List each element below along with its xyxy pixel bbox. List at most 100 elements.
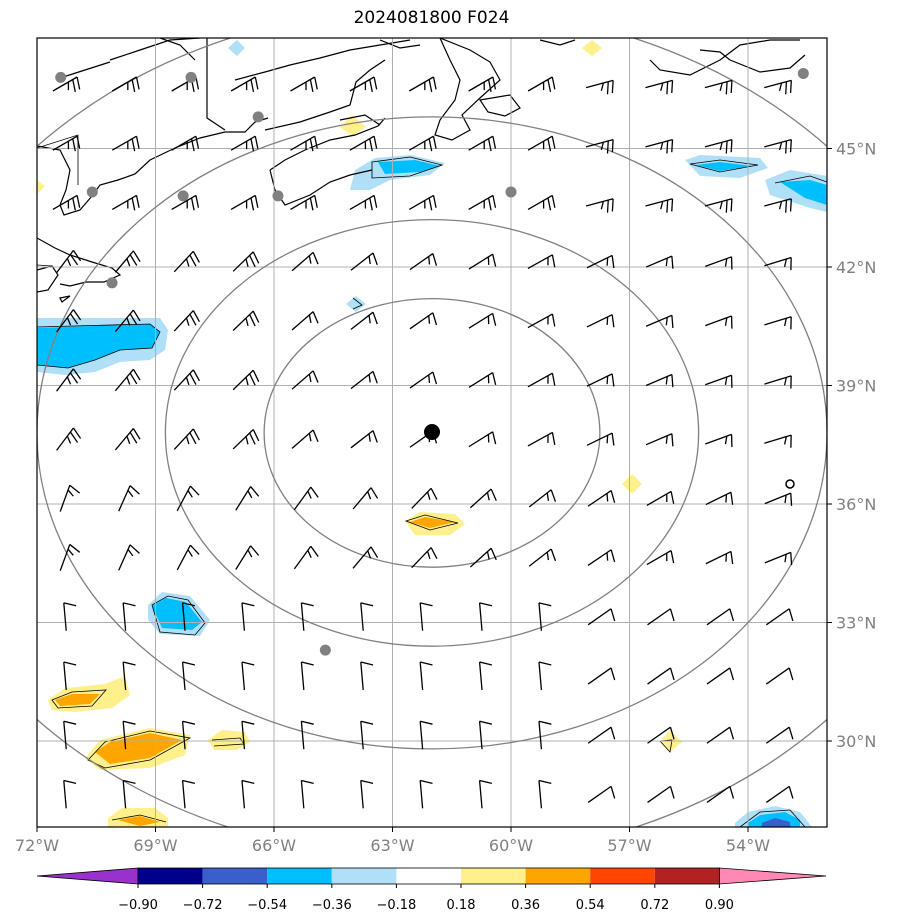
wind-barb — [478, 602, 493, 631]
wind-barb — [241, 720, 255, 750]
range-ring — [37, 38, 827, 827]
wind-barb — [704, 198, 733, 213]
wind-barb — [171, 135, 200, 152]
wind-barb — [230, 194, 259, 211]
wind-barb — [349, 76, 378, 93]
wind-barb — [646, 550, 675, 566]
contour-pos-small-36n — [622, 474, 642, 494]
lat-tick-label: 30°N — [836, 732, 876, 751]
wind-barb — [586, 373, 615, 387]
wind-barb — [645, 198, 674, 213]
wind-barb — [647, 667, 675, 685]
lat-tick-label: 36°N — [836, 495, 876, 514]
wind-barb — [111, 76, 140, 93]
station-marker — [185, 71, 197, 83]
wind-barb — [181, 720, 196, 750]
wind-barb — [114, 368, 141, 392]
wind-barb — [478, 720, 493, 750]
wind-barb — [419, 602, 433, 631]
wind-barb — [56, 250, 82, 274]
wind-barb — [764, 375, 792, 389]
wind-barb — [181, 661, 196, 691]
wind-barb — [587, 785, 616, 803]
wind-barb — [408, 135, 437, 152]
wind-barb — [291, 429, 319, 449]
colorbar-extend-low — [36, 867, 139, 885]
wind-barb — [300, 779, 314, 809]
range-ring — [263, 297, 601, 568]
contour-pos-small-ns — [340, 115, 366, 136]
wind-barb — [527, 76, 556, 93]
shaded-contours — [37, 40, 827, 827]
wind-barb — [411, 487, 438, 509]
wind-barb — [52, 194, 81, 211]
wind-barb — [63, 602, 77, 631]
wind-barb — [705, 315, 733, 329]
wind-barb — [469, 488, 497, 509]
wind-barb — [293, 486, 319, 511]
wind-barb — [468, 253, 497, 270]
wind-barb — [293, 545, 319, 570]
wind-barb — [645, 79, 674, 95]
colorbar-tick-label: −0.72 — [183, 898, 223, 913]
lat-tick-label: 42°N — [836, 258, 876, 277]
wind-barb — [409, 312, 438, 330]
wind-barb — [764, 316, 792, 330]
borders — [37, 134, 79, 267]
wind-barb — [171, 76, 200, 93]
contour-pos-30n-b — [208, 730, 250, 750]
wind-barb — [232, 369, 260, 391]
station-marker — [55, 71, 67, 83]
wind-barb — [349, 194, 378, 211]
wind-barb — [173, 428, 200, 450]
wind-barb — [469, 547, 497, 568]
wind-barb — [764, 551, 793, 566]
wind-barb — [478, 779, 493, 809]
wind-barb — [528, 489, 557, 508]
wind-barb — [181, 602, 196, 631]
wind-barb — [241, 661, 255, 691]
wind-barb — [360, 661, 374, 691]
wind-barb — [527, 313, 556, 329]
wind-barb — [764, 256, 792, 271]
wind-barb — [176, 485, 200, 512]
wind-barb — [360, 602, 374, 631]
station-marker — [505, 186, 517, 198]
colorbar-segment — [267, 868, 332, 884]
wind-barb — [290, 194, 318, 211]
wind-barb — [59, 484, 81, 512]
wind-barb — [527, 135, 556, 152]
wind-barb — [585, 138, 614, 154]
wind-barb — [765, 785, 794, 803]
wind-barb — [300, 661, 314, 691]
wind-barb — [232, 251, 260, 272]
colorbar-extend-high — [719, 867, 827, 885]
wind-barb — [468, 135, 497, 152]
wind-barb — [645, 138, 674, 154]
lon-tick-label: 69°W — [133, 836, 177, 855]
wind-barb — [408, 76, 437, 93]
map-title: 2024081800 F024 — [353, 8, 510, 28]
range-ring — [37, 116, 827, 750]
wind-barb — [587, 549, 616, 566]
map-frame — [36, 37, 828, 828]
wind-barb — [118, 544, 140, 571]
contour-neg-nova-scotia-core — [378, 160, 440, 174]
wind-barb — [645, 255, 674, 269]
storm-center-marker — [424, 424, 440, 440]
wind-barb — [291, 251, 319, 272]
wind-barb — [111, 135, 140, 152]
contour-neg-ne-core — [696, 162, 752, 171]
wind-barb — [587, 667, 616, 685]
wind-barb — [587, 490, 616, 507]
wind-barb — [411, 547, 438, 569]
wind-barb — [350, 430, 378, 449]
lon-tick-label: 72°W — [15, 836, 59, 855]
wind-barb — [350, 370, 378, 390]
wind-barb — [350, 311, 378, 330]
range-ring — [164, 218, 700, 647]
wind-barb — [764, 198, 792, 213]
wind-barb — [586, 432, 615, 446]
wind-barb — [173, 369, 200, 391]
wind-barb — [52, 135, 81, 152]
